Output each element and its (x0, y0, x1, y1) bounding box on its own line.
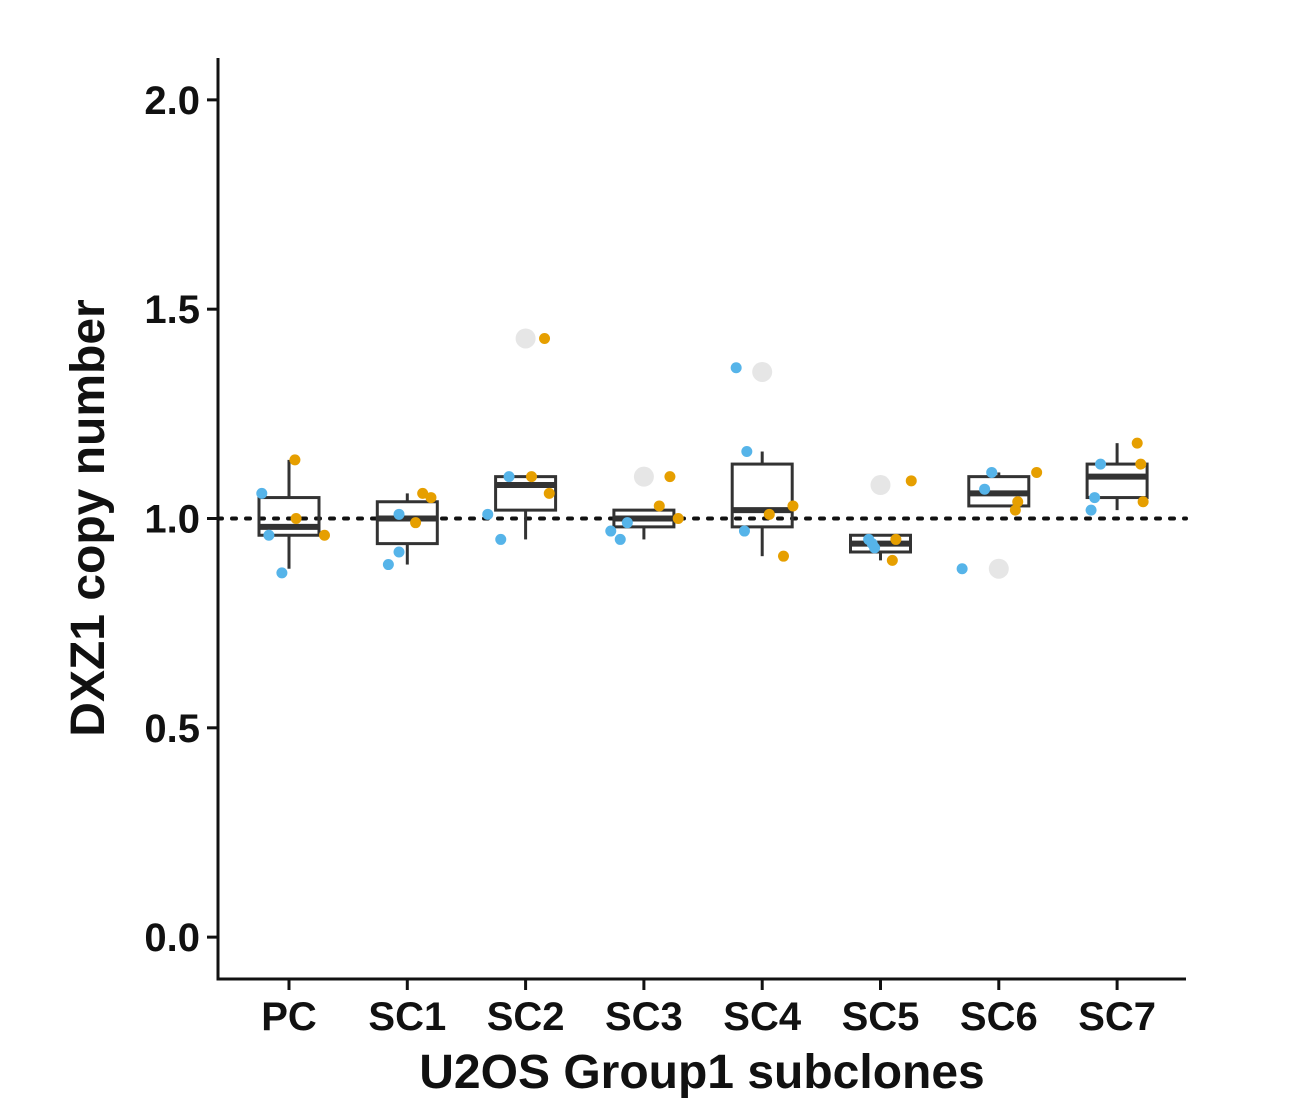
data-point (777, 550, 789, 562)
data-point (890, 533, 902, 545)
data-point (417, 487, 429, 499)
data-point (290, 513, 302, 524)
x-tick-label: SC5 (842, 995, 920, 1039)
y-tick-label: 0.5 (144, 707, 200, 751)
data-point (410, 517, 422, 529)
point-layer (256, 332, 1149, 579)
data-point (986, 466, 998, 478)
data-point (393, 508, 405, 520)
box-outlier (515, 328, 536, 349)
data-point (1031, 466, 1043, 478)
data-point (1095, 458, 1107, 470)
x-tick-label: SC6 (960, 995, 1038, 1039)
x-axis-title: U2OS Group1 subclones (419, 1046, 984, 1099)
data-point (382, 559, 394, 571)
data-point (1131, 437, 1143, 449)
data-point (1012, 496, 1024, 508)
data-point (956, 563, 968, 575)
y-axis-title: DXZ1 copy number (62, 299, 115, 736)
data-point (1009, 504, 1021, 516)
box-outlier (870, 475, 891, 496)
y-tick-label: 0.0 (144, 916, 200, 960)
box-outlier (752, 361, 773, 382)
x-tick-layer: PC SC1 SC2 SC3 SC4 SC5 SC6 SC7 (261, 979, 1156, 1039)
box-outlier (633, 466, 654, 487)
data-point (318, 529, 330, 541)
data-point (1137, 496, 1149, 508)
data-point (393, 546, 405, 558)
data-point (289, 454, 301, 466)
y-tick-label: 1.5 (144, 288, 200, 332)
x-tick-label: SC3 (605, 995, 683, 1039)
data-point (869, 542, 881, 554)
data-point (1135, 458, 1147, 470)
data-point (256, 487, 268, 499)
data-point (886, 554, 898, 566)
data-point (1089, 492, 1101, 504)
box-body (730, 462, 794, 529)
data-point (495, 533, 507, 545)
data-point (672, 513, 684, 524)
box-body (257, 496, 321, 537)
box-body (375, 500, 439, 546)
data-point (276, 567, 288, 579)
data-point (539, 332, 551, 344)
data-point (425, 492, 437, 504)
data-point (979, 483, 991, 495)
data-point (614, 533, 626, 545)
x-tick-label: SC4 (723, 995, 802, 1039)
x-tick-label: SC7 (1078, 995, 1156, 1039)
x-tick-label: SC2 (487, 995, 565, 1039)
data-point (503, 471, 515, 483)
data-point (263, 529, 275, 541)
box-outlier (988, 558, 1009, 579)
data-point (1085, 504, 1097, 516)
data-point (905, 475, 917, 487)
data-point (730, 362, 742, 374)
data-point (787, 500, 799, 512)
data-point (653, 500, 665, 512)
data-point (741, 446, 753, 458)
data-point (738, 525, 750, 537)
box-body (1085, 462, 1149, 500)
data-point (526, 471, 538, 483)
x-tick-label: PC (261, 995, 317, 1039)
data-point (482, 508, 494, 520)
y-tick-layer: 0.0 0.5 1.0 1.5 2.0 (144, 79, 218, 960)
data-point (605, 525, 617, 537)
y-tick-label: 2.0 (144, 79, 200, 123)
y-tick-label: 1.0 (144, 498, 200, 542)
data-point (664, 471, 676, 483)
box-layer (257, 328, 1149, 579)
box-body (494, 475, 558, 512)
data-point (621, 517, 633, 529)
x-tick-label: SC1 (368, 995, 446, 1039)
data-point (543, 487, 555, 499)
data-point (763, 508, 775, 520)
